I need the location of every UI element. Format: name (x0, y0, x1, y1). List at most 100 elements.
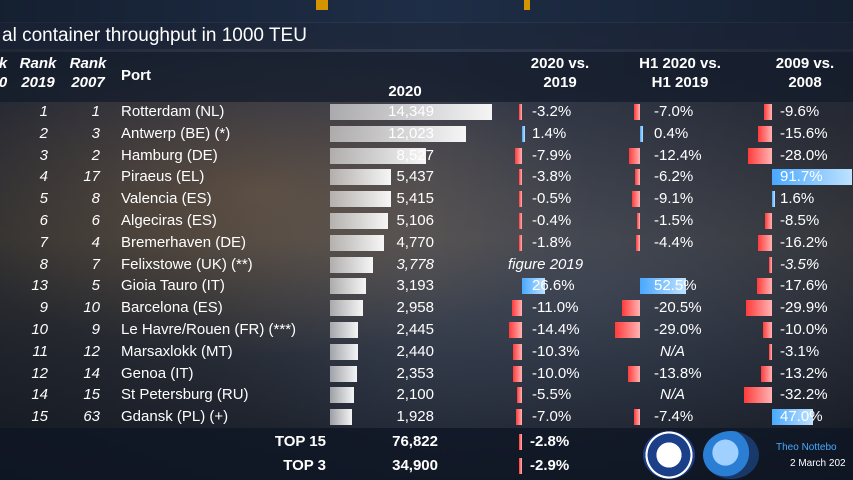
change-bar-c1 (515, 409, 522, 426)
change-value-c1: -7.0% (532, 408, 572, 426)
table-row: 2 3 Antwerp (BE) (*) 12,023 1.4% 0.4% -15.6% (0, 123, 853, 145)
rank-2007: 15 (83, 386, 100, 404)
change-value-c2: -9.1% (654, 190, 694, 208)
port-name: Gdansk (PL) (+) (121, 408, 229, 426)
change-value-c2: -13.8% (654, 364, 702, 382)
value-2020: 3,778 (396, 255, 434, 273)
header-change-h1: H1 2020 vs. H1 2019 (639, 55, 721, 91)
change-bar-c2 (629, 147, 640, 164)
total-change: -2.8% (530, 433, 570, 450)
change-value-c3: -32.2% (780, 386, 828, 404)
total-change-bar (519, 458, 522, 474)
header-change-2009-2008: 2009 vs. 2008 (775, 55, 835, 91)
value-bar (330, 365, 357, 382)
table-row: 1 1 Rotterdam (NL) 14,349 -3.2% -7.0% -9.6% (0, 101, 853, 123)
change-bar-c1 (513, 343, 522, 360)
rank-2020: 14 (31, 386, 48, 404)
change-value-c2: -4.4% (654, 233, 694, 251)
rank-2020: 2 (39, 124, 48, 142)
change-value-c3: -29.9% (780, 299, 828, 317)
value-2020: 2,445 (396, 321, 434, 338)
change-bar-c3 (769, 343, 772, 360)
rank-2007: 6 (91, 212, 100, 229)
value-2020: 2,353 (396, 364, 434, 382)
change-bar-c3 (763, 322, 772, 338)
value-bar (330, 278, 367, 295)
value-bar (330, 104, 492, 120)
value-2020: 14,349 (388, 103, 434, 120)
change-value-c1: -1.8% (532, 233, 572, 251)
change-value-c2: -7.0% (654, 103, 694, 120)
port-name: Marsaxlokk (MT) (121, 342, 233, 360)
change-value-c3: -10.0% (780, 321, 828, 338)
change-bar-c1 (519, 213, 522, 229)
change-bar-c3 (772, 191, 775, 208)
change-bar-c3 (772, 169, 852, 186)
table-row: 3 2 Hamburg (DE) 8,527 -7.9% -12.4% -28.0% (0, 145, 853, 167)
port-name: Piraeus (EL) (121, 168, 205, 186)
change-value-c2: 0.4% (654, 124, 689, 142)
change-value-c1: -14.4% (532, 321, 580, 338)
rank-2020: 3 (39, 146, 48, 164)
rank-2007: 63 (83, 408, 100, 426)
change-value-c1: -7.9% (532, 146, 572, 164)
change-bar-c3 (744, 387, 772, 404)
change-value-c1: -3.2% (532, 103, 572, 120)
change-value-c2: 52.5% (654, 277, 697, 295)
table-row: 5 8 Valencia (ES) 5,415 -0.5% -9.1% 1.6% (0, 188, 853, 210)
change-bar-c2 (622, 300, 640, 317)
value-2020: 2,100 (396, 386, 434, 404)
change-bar-c2 (628, 365, 640, 382)
rank-2007: 9 (91, 321, 100, 338)
change-bar-c1 (517, 387, 522, 404)
change-value-c3: 91.7% (780, 168, 823, 186)
table-row: 8 7 Felixstowe (UK) (**) 3,778 figure 2019 -3… (0, 254, 853, 276)
change-bar-c3 (757, 234, 772, 251)
value-2020: 5,415 (396, 190, 434, 208)
port-name: Algeciras (ES) (121, 212, 217, 229)
change-value-c2: N/A (660, 386, 686, 404)
change-value-c3: -3.5% (780, 255, 820, 273)
rank-2007: 1 (91, 103, 100, 120)
value-bar (330, 213, 388, 229)
rank-2020: 8 (39, 255, 48, 273)
table-row: 9 10 Barcelona (ES) 2,958 -11.0% -20.5% -29.9% (0, 297, 853, 319)
change-value-c1: -10.3% (532, 342, 580, 360)
change-value-c2: -1.5% (654, 212, 694, 229)
table-row: 10 9 Le Havre/Rouen (FR) (***) 2,445 -14.4% -… (0, 319, 853, 341)
change-bar-c3 (763, 104, 772, 120)
total-value: 76,822 (392, 433, 438, 450)
change-bar-c1 (509, 322, 522, 338)
change-value-c3: -17.6% (780, 277, 828, 295)
change-value-c3: -16.2% (780, 233, 828, 251)
rank-2007: 10 (83, 299, 100, 317)
value-2020: 5,106 (396, 212, 434, 229)
change-value-c1: 26.6% (532, 277, 575, 295)
header-value-2020: 2020 (388, 83, 422, 100)
change-value-c3: -28.0% (780, 146, 828, 164)
port-name: Bremerhaven (DE) (121, 233, 247, 251)
value-bar (330, 234, 384, 251)
rank-2007: 14 (83, 364, 100, 382)
change-bar-c1 (519, 104, 522, 120)
change-value-c1: 1.4% (532, 124, 567, 142)
value-bar (330, 125, 466, 142)
credit-date: 2 March 202 (790, 458, 846, 469)
background-photo-top (0, 0, 853, 22)
rank-2020: 6 (39, 212, 48, 229)
header-rank-2007: Rank 2007 (69, 55, 107, 91)
change-value-c1: -5.5% (532, 386, 572, 404)
change-bar-c3 (768, 256, 772, 273)
value-bar (330, 322, 358, 338)
header-change-2020-2019: 2020 vs. 2019 (530, 55, 590, 91)
change-value-c2: N/A (660, 342, 686, 360)
change-bar-c1 (519, 234, 522, 251)
change-bar-c1 (519, 191, 522, 208)
value-bar (330, 256, 373, 273)
change-value-c1: -3.8% (532, 168, 572, 186)
change-bar-c1 (522, 278, 546, 295)
change-bar-c2 (633, 409, 640, 426)
table-row: 13 5 Gioia Tauro (IT) 3,193 26.6% 52.5% -17.6% (0, 275, 853, 297)
crane-detail-right (524, 0, 530, 10)
